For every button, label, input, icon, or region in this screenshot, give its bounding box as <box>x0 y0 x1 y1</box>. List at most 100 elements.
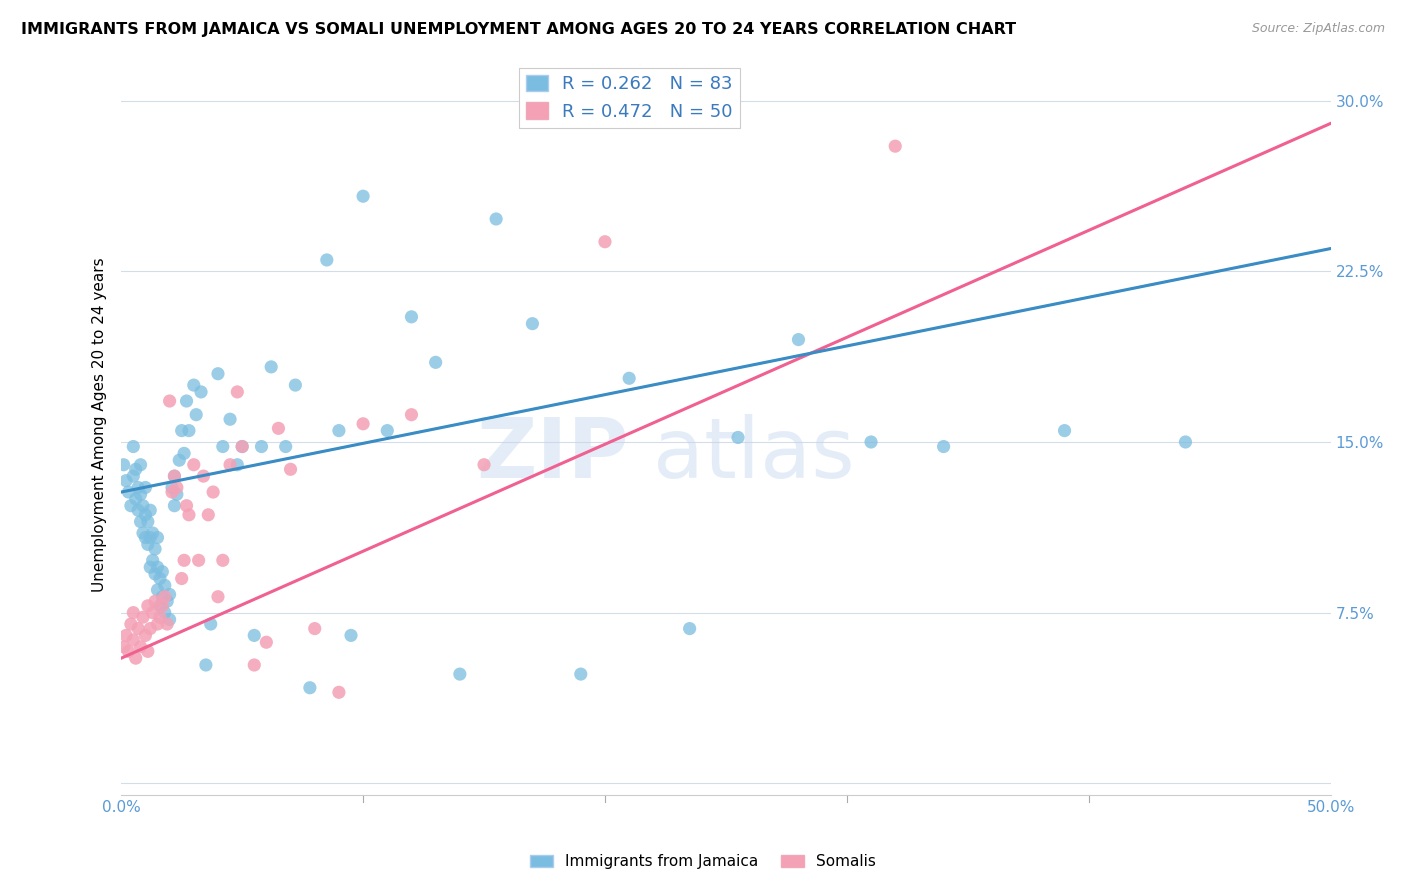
Point <box>159 394 181 409</box>
Point <box>328 685 350 699</box>
Point <box>211 440 233 454</box>
Point <box>193 469 215 483</box>
Point <box>132 610 155 624</box>
Point <box>328 424 350 438</box>
Point <box>159 587 181 601</box>
Point <box>274 440 297 454</box>
Point <box>134 531 156 545</box>
Point <box>183 458 205 472</box>
Point <box>166 481 188 495</box>
Point <box>315 252 337 267</box>
Point <box>153 590 176 604</box>
Point <box>125 462 148 476</box>
Point <box>122 440 145 454</box>
Point <box>211 553 233 567</box>
Point <box>177 508 200 522</box>
Point <box>173 446 195 460</box>
Y-axis label: Unemployment Among Ages 20 to 24 years: Unemployment Among Ages 20 to 24 years <box>93 258 107 592</box>
Point <box>115 628 138 642</box>
Point <box>115 474 138 488</box>
Point <box>522 317 544 331</box>
Point <box>226 384 249 399</box>
Point <box>352 417 374 431</box>
Point <box>149 599 172 613</box>
Point <box>132 499 155 513</box>
Point <box>298 681 321 695</box>
Point <box>136 599 159 613</box>
Point <box>226 458 249 472</box>
Point <box>153 606 176 620</box>
Legend: Immigrants from Jamaica, Somalis: Immigrants from Jamaica, Somalis <box>523 848 883 875</box>
Point <box>617 371 640 385</box>
Point <box>134 628 156 642</box>
Point <box>129 458 152 472</box>
Point <box>485 211 508 226</box>
Point <box>243 658 266 673</box>
Point <box>166 487 188 501</box>
Point <box>149 610 172 624</box>
Point <box>127 622 149 636</box>
Point <box>176 394 198 409</box>
Point <box>156 594 179 608</box>
Point <box>173 553 195 567</box>
Point <box>146 560 169 574</box>
Point <box>183 378 205 392</box>
Point <box>127 503 149 517</box>
Point <box>231 440 253 454</box>
Point <box>190 384 212 399</box>
Point <box>593 235 616 249</box>
Point <box>139 503 162 517</box>
Point <box>136 515 159 529</box>
Point <box>120 499 142 513</box>
Point <box>207 590 229 604</box>
Point <box>134 481 156 495</box>
Point <box>129 487 152 501</box>
Point <box>139 622 162 636</box>
Legend: R = 0.262   N = 83, R = 0.472   N = 50: R = 0.262 N = 83, R = 0.472 N = 50 <box>519 68 740 128</box>
Point <box>194 658 217 673</box>
Point <box>472 458 495 472</box>
Point <box>186 408 208 422</box>
Point <box>284 378 307 392</box>
Point <box>200 617 222 632</box>
Point <box>125 491 148 506</box>
Point <box>143 594 166 608</box>
Point <box>1053 424 1076 438</box>
Point <box>187 553 209 567</box>
Point <box>860 435 883 450</box>
Point <box>117 485 139 500</box>
Point <box>260 359 283 374</box>
Point <box>787 333 810 347</box>
Point <box>219 412 242 426</box>
Point <box>134 508 156 522</box>
Point <box>280 462 302 476</box>
Point <box>150 565 173 579</box>
Point <box>250 440 273 454</box>
Point <box>1174 435 1197 450</box>
Point <box>884 139 907 153</box>
Point <box>401 408 423 422</box>
Point <box>678 622 700 636</box>
Point <box>163 499 186 513</box>
Text: ZIP: ZIP <box>477 414 628 495</box>
Text: atlas: atlas <box>654 414 855 495</box>
Point <box>132 526 155 541</box>
Point <box>150 599 173 613</box>
Point <box>150 590 173 604</box>
Point <box>117 644 139 658</box>
Point <box>142 553 165 567</box>
Point <box>375 424 398 438</box>
Point <box>156 617 179 632</box>
Point <box>112 458 135 472</box>
Point <box>136 537 159 551</box>
Point <box>122 632 145 647</box>
Point <box>149 572 172 586</box>
Point <box>143 566 166 581</box>
Point <box>139 560 162 574</box>
Point <box>425 355 447 369</box>
Point <box>169 453 191 467</box>
Point <box>146 582 169 597</box>
Point <box>243 628 266 642</box>
Point <box>143 541 166 556</box>
Point <box>122 469 145 483</box>
